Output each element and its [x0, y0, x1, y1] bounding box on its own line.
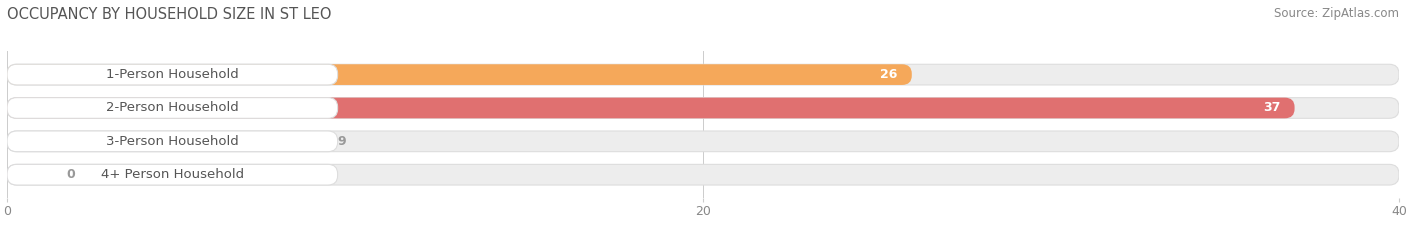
Text: Source: ZipAtlas.com: Source: ZipAtlas.com	[1274, 7, 1399, 20]
Text: 2-Person Household: 2-Person Household	[105, 102, 239, 114]
Text: 37: 37	[1263, 102, 1281, 114]
FancyBboxPatch shape	[7, 131, 1399, 152]
FancyBboxPatch shape	[7, 131, 337, 152]
Text: 26: 26	[880, 68, 898, 81]
FancyBboxPatch shape	[7, 164, 49, 185]
FancyBboxPatch shape	[7, 64, 1399, 85]
FancyBboxPatch shape	[7, 64, 912, 85]
Text: 9: 9	[337, 135, 346, 148]
FancyBboxPatch shape	[7, 98, 337, 118]
FancyBboxPatch shape	[7, 98, 1295, 118]
FancyBboxPatch shape	[7, 164, 337, 185]
Text: 0: 0	[66, 168, 75, 181]
FancyBboxPatch shape	[7, 64, 337, 85]
Text: 4+ Person Household: 4+ Person Household	[101, 168, 243, 181]
FancyBboxPatch shape	[7, 131, 321, 152]
Text: 1-Person Household: 1-Person Household	[105, 68, 239, 81]
Text: 3-Person Household: 3-Person Household	[105, 135, 239, 148]
Text: OCCUPANCY BY HOUSEHOLD SIZE IN ST LEO: OCCUPANCY BY HOUSEHOLD SIZE IN ST LEO	[7, 7, 332, 22]
FancyBboxPatch shape	[7, 164, 1399, 185]
FancyBboxPatch shape	[7, 98, 1399, 118]
